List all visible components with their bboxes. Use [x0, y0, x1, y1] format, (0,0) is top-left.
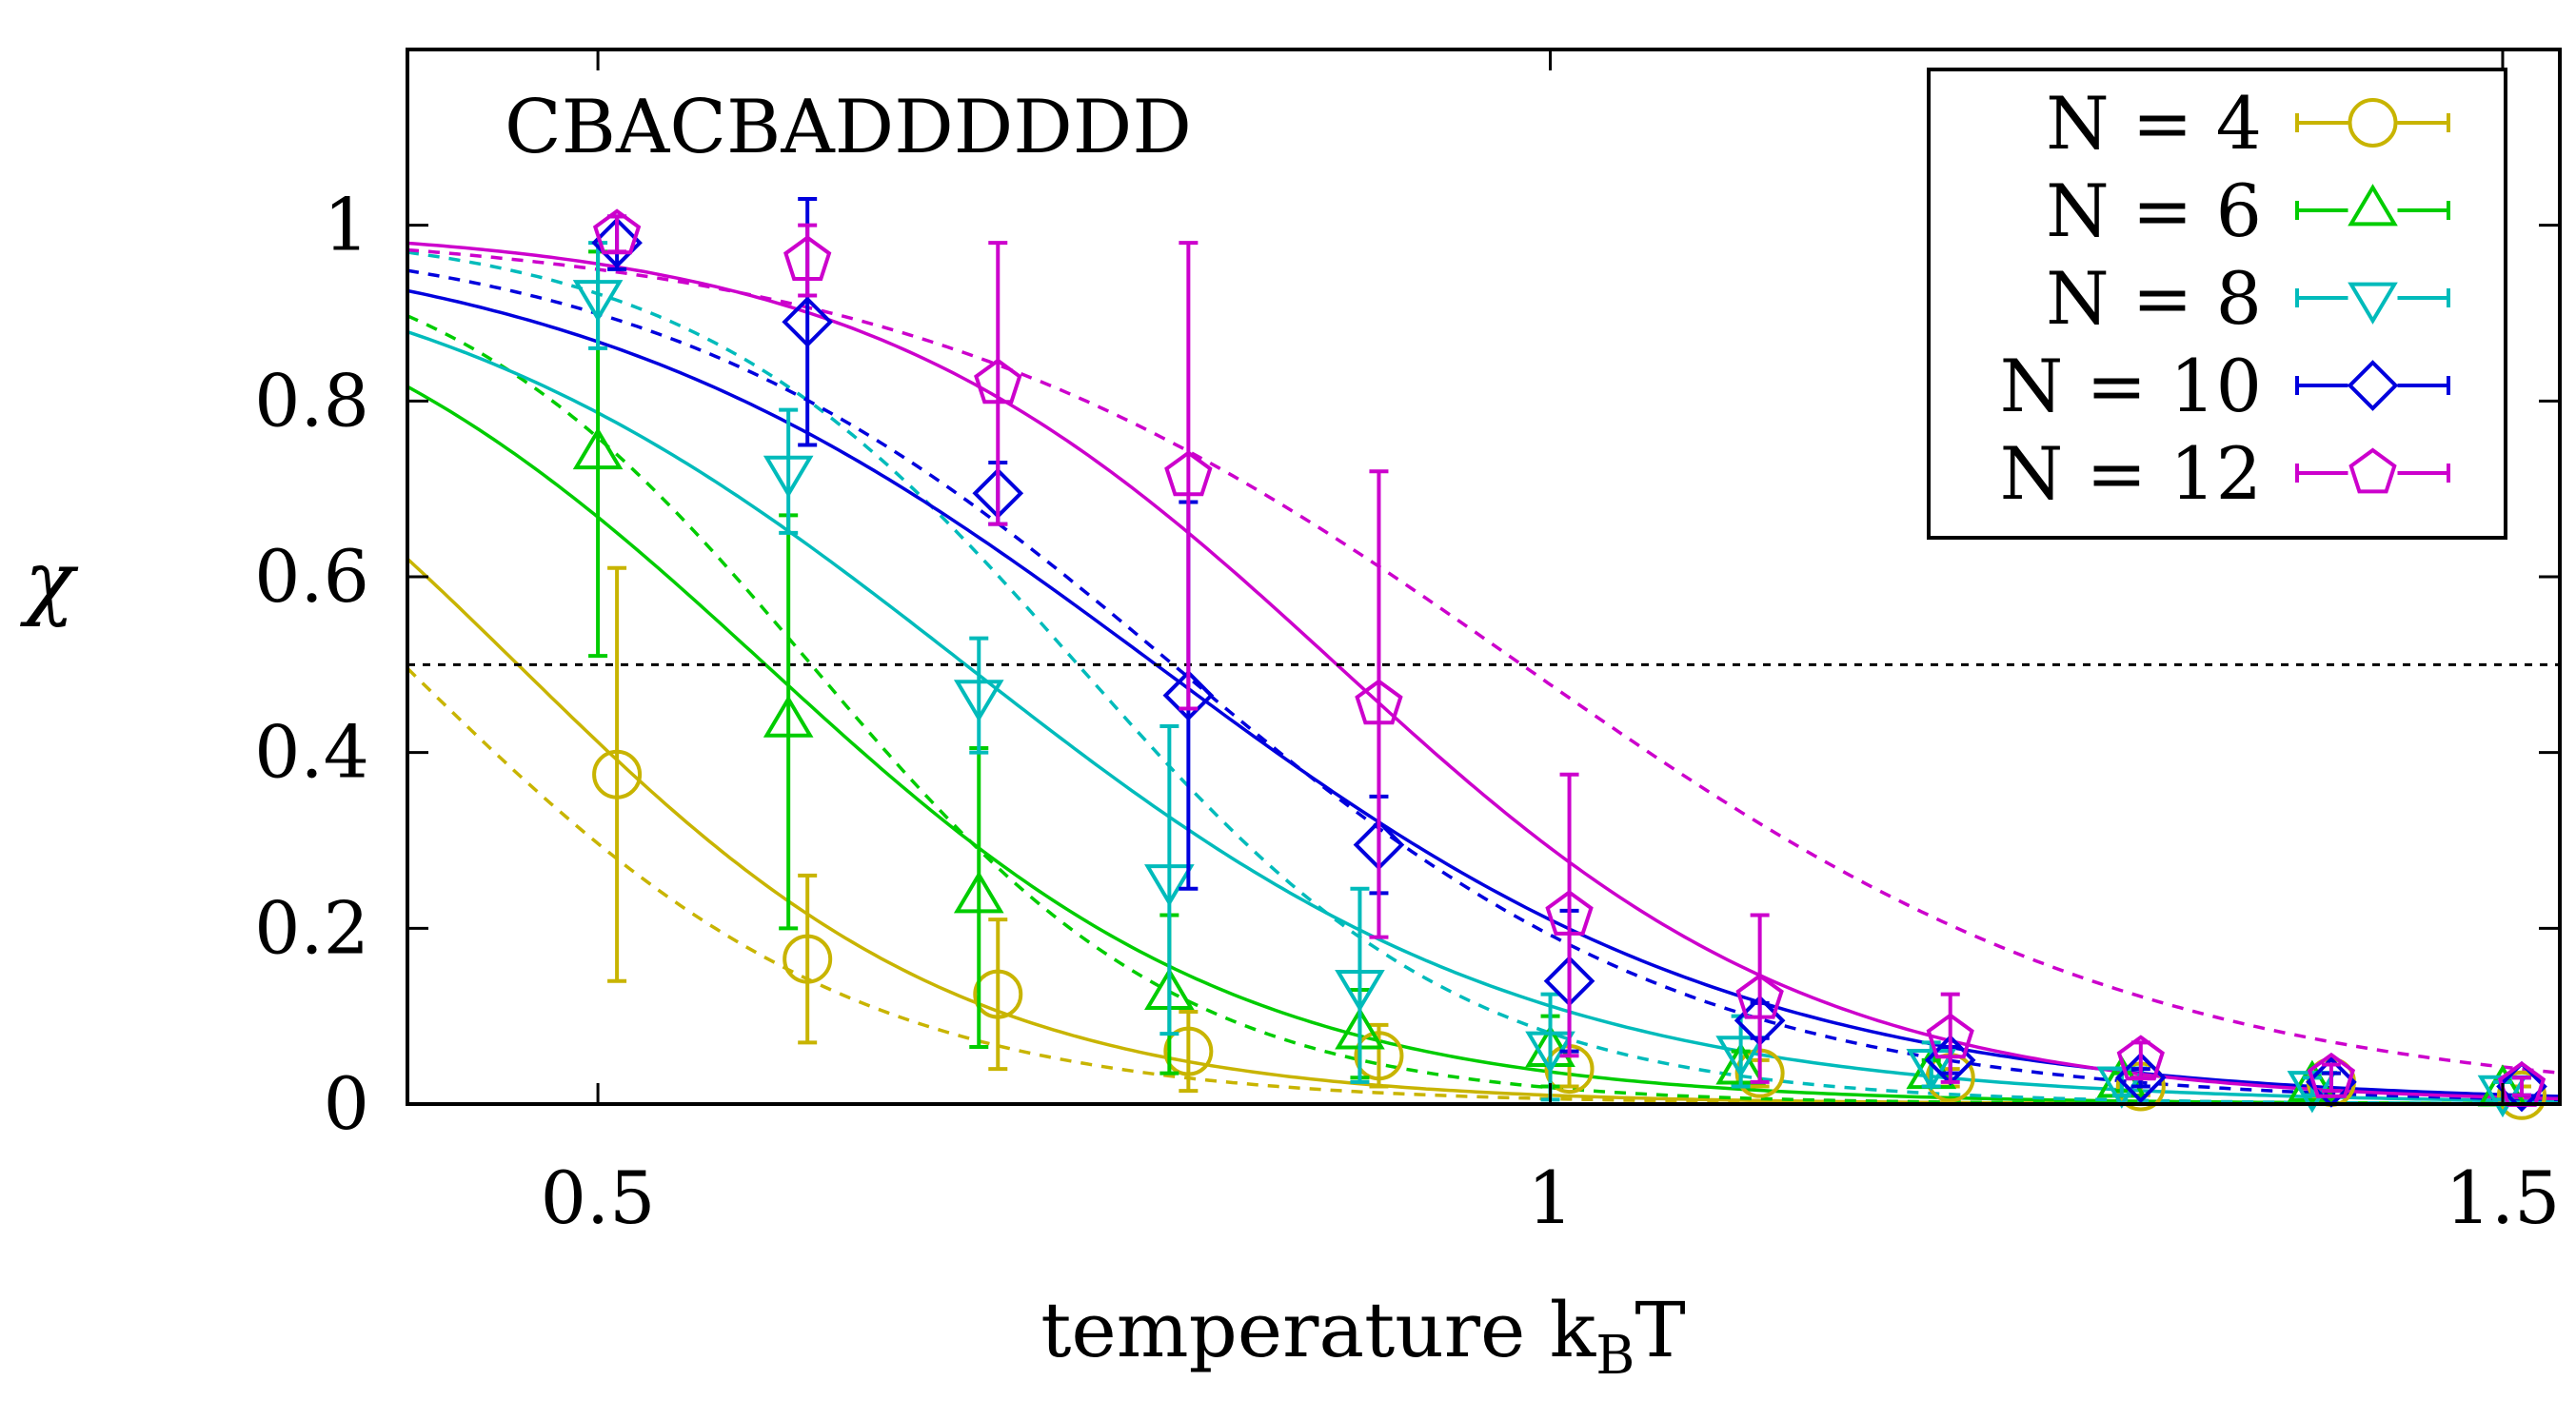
data-point: [1715, 1036, 1766, 1078]
legend-label: N = 10: [2000, 344, 2262, 428]
data-point: [1354, 1031, 1404, 1081]
x-axis-label-suffix: T: [1635, 1286, 1685, 1374]
legend-label: N = 12: [2000, 431, 2262, 516]
data-point: [2116, 1035, 2165, 1081]
x-tick-label: 1.5: [2446, 1155, 2561, 1240]
y-axis-label: χ: [20, 534, 79, 629]
legend: N = 4N = 6N = 8N = 10N = 12: [1927, 68, 2507, 540]
fit-curve-dashed-3: [407, 268, 2560, 1102]
data-point: [1164, 450, 1213, 497]
series-4: [592, 208, 2546, 1107]
legend-box: [1927, 68, 2507, 540]
legend-marker: [2348, 282, 2398, 325]
data-point: [572, 426, 624, 470]
x-axis-label-subscript: B: [1595, 1325, 1635, 1387]
legend-label: N = 4: [2046, 81, 2262, 166]
fit-curve-solid-4: [407, 241, 2560, 1101]
data-point: [974, 358, 1022, 405]
data-point: [783, 934, 833, 984]
data-point: [1335, 969, 1385, 1013]
data-point: [973, 969, 1023, 1019]
x-axis-label: temperature kBT: [1040, 1286, 1686, 1387]
legend-label: N = 6: [2046, 168, 2262, 253]
data-point: [763, 695, 814, 738]
legend-marker: [2348, 447, 2397, 494]
data-point: [2496, 1060, 2547, 1113]
data-point: [1163, 1026, 1214, 1076]
legend-marker-bg: [2348, 186, 2398, 235]
fit-curve-solid-2: [407, 330, 2560, 1103]
legend-marker-bg: [2348, 448, 2398, 498]
sequence-label: CBACBADDDDDD: [505, 85, 1192, 170]
legend-entry-1: N = 6: [2046, 168, 2450, 253]
y-tick-label: 0.2: [254, 885, 369, 970]
data-point: [783, 235, 832, 281]
legend-marker-bg: [2348, 361, 2398, 410]
legend-label: N = 8: [2046, 256, 2262, 341]
data-point: [592, 208, 642, 255]
x-axis-label-main: temperature k: [1040, 1286, 1597, 1374]
legend-entry-2: N = 8: [2046, 256, 2450, 341]
legend-marker: [2347, 360, 2399, 411]
legend-marker-bg: [2348, 273, 2398, 323]
legend-marker: [2348, 184, 2398, 227]
y-tick-label: 0.6: [254, 534, 369, 619]
legend-entry-4: N = 12: [2000, 431, 2450, 516]
legend-entry-3: N = 10: [2000, 344, 2450, 428]
data-point: [953, 871, 1004, 914]
legend-marker: [2348, 98, 2398, 148]
data-point: [1355, 679, 1403, 725]
data-point: [763, 455, 814, 499]
data-point: [1906, 1049, 1957, 1092]
data-point: [2496, 1070, 2546, 1120]
y-tick-label: 1: [324, 183, 369, 267]
data-point: [2307, 1052, 2356, 1098]
data-point: [2287, 1059, 2338, 1102]
fit-curve-dashed-0: [407, 666, 2560, 1104]
legend-entry-0: N = 4: [2046, 81, 2450, 166]
data-point: [572, 280, 624, 323]
fit-curve-solid-3: [407, 288, 2560, 1098]
data-point: [1926, 1013, 1974, 1059]
data-point: [592, 749, 643, 799]
data-points: [572, 196, 2547, 1120]
data-point: [953, 680, 1004, 722]
fit-curve-dashed-2: [407, 250, 2560, 1104]
data-point: [1545, 890, 1594, 936]
axes: 0 0.2 0.4 0.6 0.8 1 0.5 1 1.5: [254, 48, 2562, 1240]
data-point: [591, 217, 643, 268]
x-tick-label: 1: [1527, 1155, 1573, 1240]
y-tick-label: 0.4: [254, 710, 369, 795]
y-tick-label: 0: [324, 1061, 369, 1146]
data-point: [782, 296, 834, 348]
data-point: [1144, 864, 1195, 907]
data-point: [1162, 669, 1215, 721]
data-point: [1735, 973, 1784, 1019]
x-tick-label: 0.5: [541, 1155, 656, 1240]
y-tick-label: 0.8: [254, 358, 369, 443]
